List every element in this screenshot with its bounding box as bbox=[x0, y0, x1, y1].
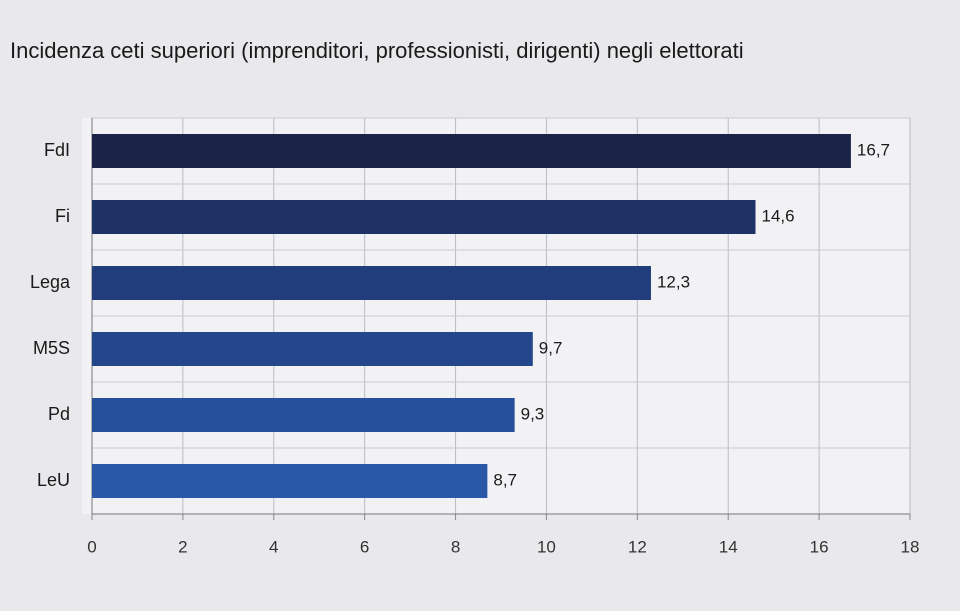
x-tick-label: 12 bbox=[628, 537, 647, 556]
y-tick-label: LeU bbox=[37, 470, 70, 490]
x-tick-label: 4 bbox=[269, 537, 278, 556]
bar bbox=[92, 332, 533, 366]
x-tick-label: 0 bbox=[87, 537, 96, 556]
value-label: 8,7 bbox=[493, 470, 517, 489]
x-tick-label: 16 bbox=[810, 537, 829, 556]
y-tick-label: FdI bbox=[44, 140, 70, 160]
x-tick-label: 10 bbox=[537, 537, 556, 556]
value-label: 9,7 bbox=[539, 338, 563, 357]
y-tick-label: Pd bbox=[48, 404, 70, 424]
x-tick-label: 6 bbox=[360, 537, 369, 556]
x-tick-label: 2 bbox=[178, 537, 187, 556]
bar bbox=[92, 464, 488, 498]
y-tick-label: Fi bbox=[55, 206, 70, 226]
x-tick-label: 18 bbox=[901, 537, 920, 556]
bar bbox=[92, 398, 515, 432]
y-tick-label: Lega bbox=[30, 272, 71, 292]
y-tick-label: M5S bbox=[33, 338, 70, 358]
value-label: 12,3 bbox=[657, 272, 690, 291]
bar bbox=[92, 200, 756, 234]
value-label: 14,6 bbox=[761, 206, 794, 225]
value-label: 16,7 bbox=[857, 140, 890, 159]
x-tick-label: 8 bbox=[451, 537, 460, 556]
chart-title: Incidenza ceti superiori (imprenditori, … bbox=[10, 38, 744, 63]
value-label: 9,3 bbox=[521, 404, 545, 423]
bar bbox=[92, 134, 851, 168]
bar bbox=[92, 266, 651, 300]
x-tick-label: 14 bbox=[719, 537, 738, 556]
